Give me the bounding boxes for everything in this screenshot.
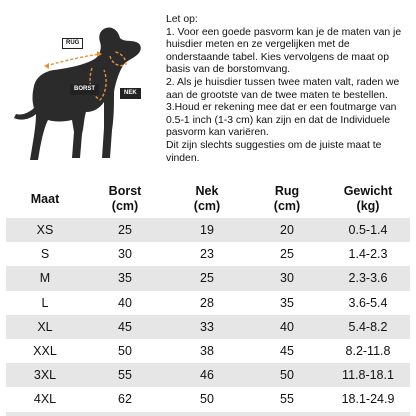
table-row: L 40 28 35 3.6-5.4 bbox=[6, 290, 410, 315]
table-row: 5XL72556024.9-31.8 bbox=[6, 411, 410, 416]
top-section: RUG BORST NEK Let op: 1. Voor een goede … bbox=[0, 0, 416, 178]
table-cell: 72 bbox=[84, 411, 166, 416]
table-body: XS 25 19 20 0.5-1.4 S 30 23 25 1.4-2.3 M 35 25 30 2.3-… bbox=[6, 218, 410, 416]
table-header-row: Maat Borst (cm) Nek (cm) Rug (cm) Gewicht (k… bbox=[6, 180, 410, 218]
chest-label: BORST bbox=[70, 84, 99, 95]
column-header: Maat bbox=[6, 180, 84, 218]
table-cell: 25 bbox=[166, 266, 248, 291]
back-label: RUG bbox=[62, 38, 84, 49]
size-chart-table-wrapper: Maat Borst (cm) Nek (cm) Rug (cm) Gewicht (k… bbox=[6, 180, 410, 416]
table-cell: M bbox=[6, 266, 84, 291]
table-row: XS 25 19 20 0.5-1.4 bbox=[6, 218, 410, 243]
table-row: M 35 25 30 2.3-3.6 bbox=[6, 266, 410, 291]
table-cell: XL bbox=[6, 314, 84, 339]
chest-measure-line bbox=[89, 67, 107, 101]
table-cell: 30 bbox=[84, 242, 166, 267]
table-cell: 55 bbox=[248, 387, 326, 412]
table-row: 3XL 55 46 50 11.8-18.1 bbox=[6, 363, 410, 388]
table-cell: 3XL bbox=[6, 363, 84, 388]
table-cell: 50 bbox=[84, 338, 166, 364]
table-cell: 50 bbox=[248, 363, 326, 388]
column-header: Borst (cm) bbox=[84, 180, 166, 218]
table-cell: 3.6-5.4 bbox=[326, 290, 410, 315]
table-cell: 55 bbox=[84, 363, 166, 388]
table-cell: 50 bbox=[166, 387, 248, 412]
table-cell: L bbox=[6, 290, 84, 315]
dog-measurement-illustration: RUG BORST NEK bbox=[8, 8, 158, 176]
instructions-intro: Let op: bbox=[166, 14, 198, 25]
table-cell: 1.4-2.3 bbox=[326, 242, 410, 267]
size-chart-table: Maat Borst (cm) Nek (cm) Rug (cm) Gewicht (k… bbox=[6, 180, 410, 416]
instruction-point-1: 1. Voor een goede pasvorm kan je de mate… bbox=[166, 26, 402, 76]
table-cell: 30 bbox=[248, 266, 326, 291]
table-row: XL 45 33 40 5.4-8.2 bbox=[6, 314, 410, 339]
table-cell: 45 bbox=[84, 314, 166, 339]
instruction-point-2: 2. Als je huisdier tussen twee maten val… bbox=[166, 76, 400, 101]
table-cell: 55 bbox=[166, 411, 248, 416]
table-cell: 5.4-8.2 bbox=[326, 314, 410, 339]
neck-measure-line bbox=[109, 51, 127, 67]
table-cell: 18.1-24.9 bbox=[326, 387, 410, 412]
column-header: Gewicht (kg) bbox=[326, 180, 410, 218]
table-cell: 40 bbox=[84, 290, 166, 315]
instruction-point-3: 3.Houd er rekening mee dat er een foutma… bbox=[166, 102, 397, 139]
table-cell: 5XL bbox=[6, 411, 84, 416]
table-cell: 20 bbox=[248, 218, 326, 243]
table-cell: 11.8-18.1 bbox=[326, 363, 410, 388]
table-cell: 25 bbox=[84, 218, 166, 243]
table-cell: 46 bbox=[166, 363, 248, 388]
table-cell: 8.2-11.8 bbox=[326, 338, 410, 364]
column-header: Rug (cm) bbox=[248, 180, 326, 218]
table-cell: 25 bbox=[248, 242, 326, 267]
table-cell: 60 bbox=[248, 411, 326, 416]
table-cell: 35 bbox=[248, 290, 326, 315]
table-cell: 40 bbox=[248, 314, 326, 339]
table-cell: 2.3-3.6 bbox=[326, 266, 410, 291]
table-row: XXL 50 38 45 8.2-11.8 bbox=[6, 338, 410, 364]
table-row: S 30 23 25 1.4-2.3 bbox=[6, 242, 410, 267]
table-cell: 28 bbox=[166, 290, 248, 315]
column-header: Nek (cm) bbox=[166, 180, 248, 218]
table-cell: 19 bbox=[166, 218, 248, 243]
size-instructions: Let op: 1. Voor een goede pasvorm kan je… bbox=[166, 14, 414, 165]
table-cell: S bbox=[6, 242, 84, 267]
table-cell: XS bbox=[6, 218, 84, 243]
table-cell: 23 bbox=[166, 242, 248, 267]
table-cell: 24.9-31.8 bbox=[326, 411, 410, 416]
instruction-note: Dit zijn slechts suggesties om de juiste… bbox=[166, 139, 382, 164]
table-cell: 45 bbox=[248, 338, 326, 364]
neck-label: NEK bbox=[120, 88, 141, 99]
table-row: 4XL 62 50 55 18.1-24.9 bbox=[6, 387, 410, 412]
table-cell: XXL bbox=[6, 338, 84, 364]
table-cell: 38 bbox=[166, 338, 248, 364]
table-cell: 62 bbox=[84, 387, 166, 412]
table-cell: 33 bbox=[166, 314, 248, 339]
back-measure-line bbox=[45, 53, 101, 67]
table-cell: 0.5-1.4 bbox=[326, 218, 410, 243]
table-cell: 4XL bbox=[6, 387, 84, 412]
table-cell: 35 bbox=[84, 266, 166, 291]
